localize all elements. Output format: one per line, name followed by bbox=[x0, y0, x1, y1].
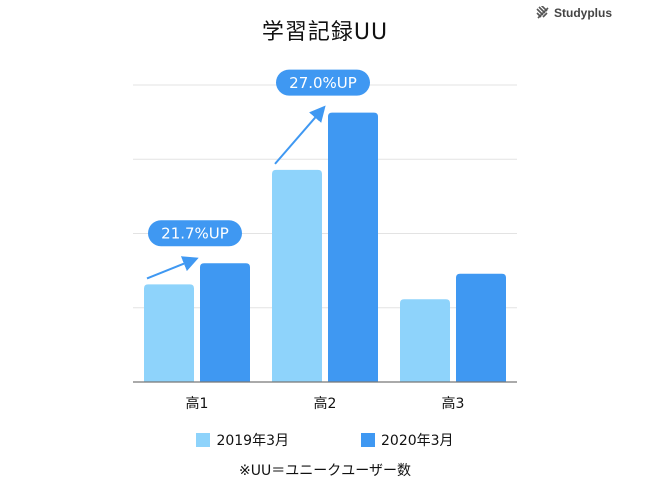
legend-swatch-2020 bbox=[361, 433, 375, 447]
bar-高1-series-0 bbox=[144, 284, 194, 382]
legend-swatch-2019 bbox=[196, 433, 211, 447]
growth-badge-label-0: 21.7%UP bbox=[161, 225, 229, 243]
brand-name: Studyplus bbox=[553, 6, 612, 20]
x-tick-label-1: 高2 bbox=[314, 395, 337, 412]
growth-badge-label-1: 27.0%UP bbox=[289, 74, 357, 92]
chart-legend: 2019年3月 2020年3月 bbox=[0, 430, 650, 450]
growth-badge-0 bbox=[148, 220, 242, 247]
growth-arrow-0 bbox=[146, 256, 199, 280]
bar-高1-series-1 bbox=[200, 263, 250, 382]
legend-label-2020: 2020年3月 bbox=[381, 433, 454, 449]
studyplus-logo-icon bbox=[536, 6, 549, 19]
bar-高3-series-1 bbox=[456, 273, 506, 382]
legend-item-2020: 2020年3月 bbox=[361, 430, 454, 450]
growth-arrow-1 bbox=[274, 105, 326, 165]
x-tick-label-0: 高1 bbox=[186, 395, 209, 412]
legend-item-2019: 2019年3月 bbox=[196, 430, 289, 450]
bar-高2-series-0 bbox=[272, 169, 322, 382]
x-tick-label-2: 高3 bbox=[442, 395, 465, 412]
brand-logo: Studyplus bbox=[536, 6, 612, 20]
bar-高3-series-0 bbox=[400, 299, 450, 382]
bar-高2-series-1 bbox=[328, 112, 378, 382]
chart-title: 学習記録UU bbox=[261, 20, 389, 45]
footnote: ※UU＝ユニークユーザー数 bbox=[239, 463, 411, 479]
growth-badge-1 bbox=[276, 69, 370, 96]
legend-label-2019: 2019年3月 bbox=[216, 433, 289, 449]
